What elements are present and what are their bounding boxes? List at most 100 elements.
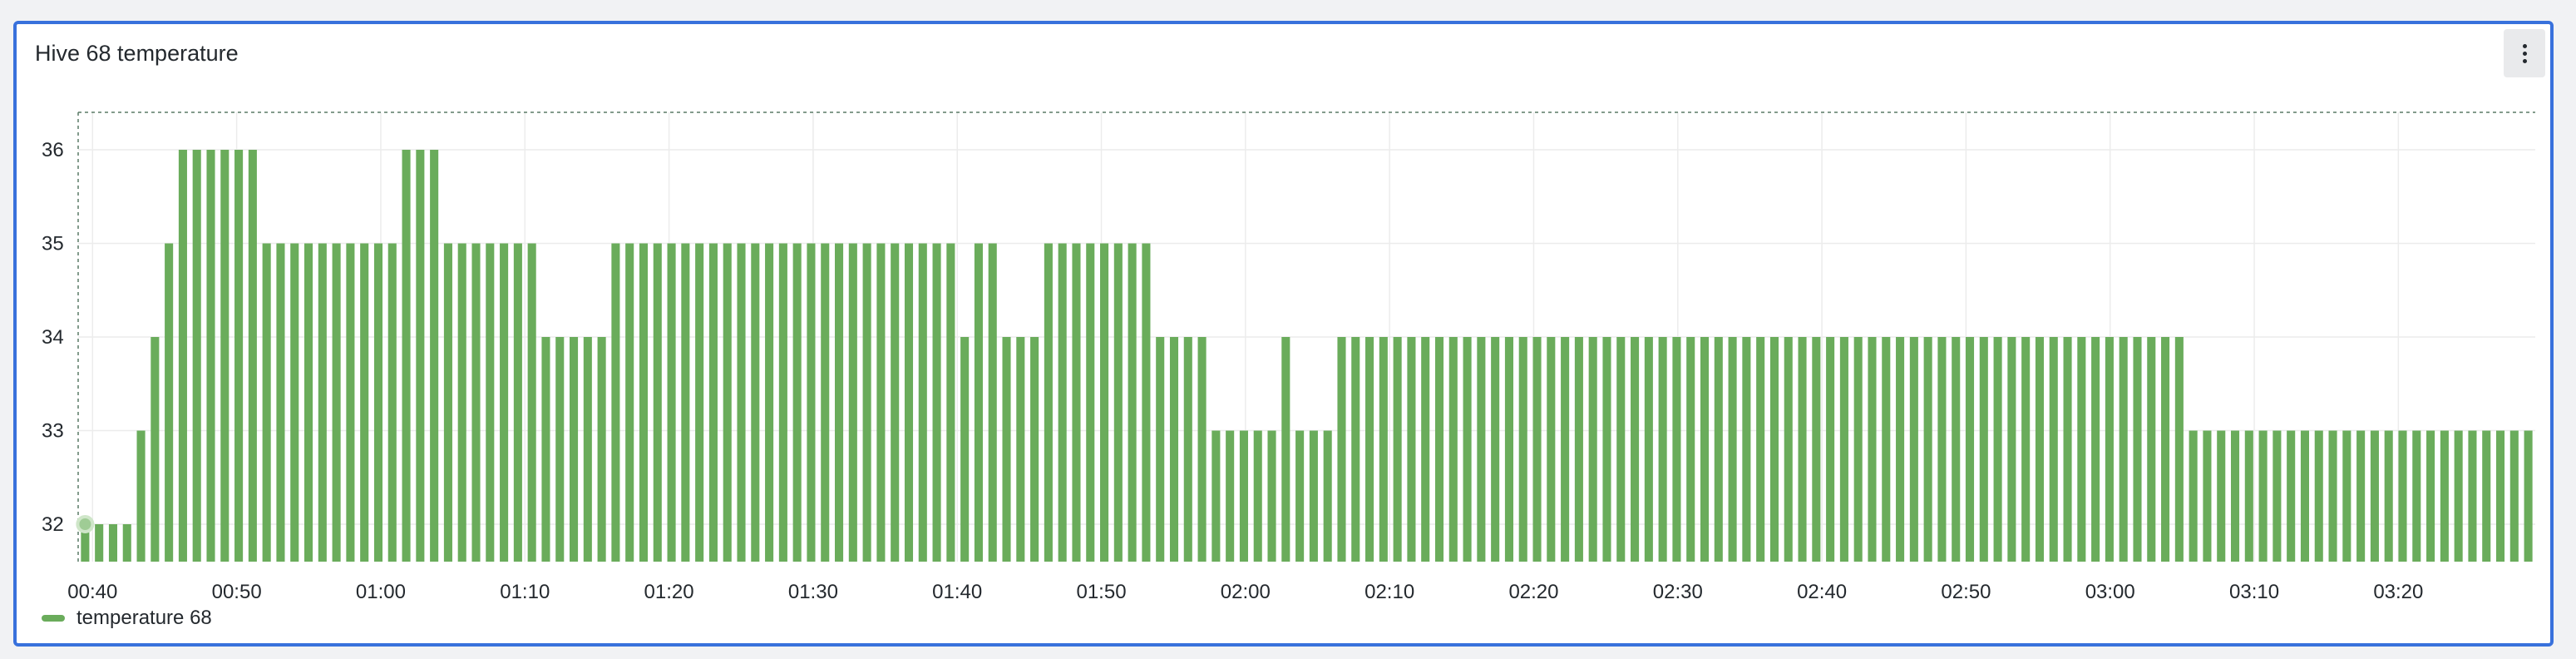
chart-bar: [513, 243, 522, 562]
x-tick-label: 02:40: [1797, 581, 1847, 603]
chart-bar: [723, 243, 732, 562]
x-tick-label: 02:30: [1653, 581, 1703, 603]
chart-bar: [792, 243, 802, 562]
chart-bar: [541, 337, 550, 562]
chart-bar: [290, 243, 299, 562]
chart-bar: [1839, 337, 1848, 562]
chart-bar: [1100, 243, 1109, 562]
chart-bar: [2258, 430, 2268, 562]
chart-bar: [1769, 337, 1779, 562]
chart-bar: [2454, 430, 2463, 562]
chart-bar: [1267, 430, 1276, 562]
chart-bar: [695, 243, 704, 562]
chart-bar: [1993, 337, 2002, 562]
chart-bar: [1756, 337, 1765, 562]
chart-bar: [960, 337, 970, 562]
chart-bar: [2509, 430, 2519, 562]
y-tick-label: 33: [42, 420, 64, 443]
x-tick-label: 02:20: [1508, 581, 1558, 603]
chart-bar: [1058, 243, 1067, 562]
chart-bar: [765, 243, 774, 562]
chart-bar: [848, 243, 857, 562]
chart-bar: [876, 243, 886, 562]
chart-bar: [974, 243, 983, 562]
chart-bar: [2314, 430, 2323, 562]
chart-bar: [1295, 430, 1305, 562]
chart-bar: [1979, 337, 1988, 562]
legend[interactable]: temperature 68: [42, 607, 212, 630]
chart-bar: [1128, 243, 1137, 562]
chart-bar: [318, 243, 327, 562]
chart-bar: [1588, 337, 1597, 562]
chart-bar: [2189, 430, 2198, 562]
chart-bar: [2287, 430, 2296, 562]
chart-bar: [1477, 337, 1486, 562]
chart-bar: [2398, 430, 2407, 562]
chart-bar: [1142, 243, 1151, 562]
chart-bar: [1253, 430, 1262, 562]
legend-label: temperature 68: [76, 607, 212, 629]
x-tick-label: 02:00: [1221, 581, 1271, 603]
x-tick-label: 02:10: [1364, 581, 1414, 603]
chart-bar: [1379, 337, 1388, 562]
y-tick-label: 35: [42, 233, 64, 255]
chart-bar: [2049, 337, 2058, 562]
panel-menu-button[interactable]: [2504, 29, 2545, 77]
chart-bar: [1784, 337, 1793, 562]
chart-panel: Hive 68 temperature 32 33 34 35 36 00:40 00:50…: [13, 21, 2554, 647]
chart-bar: [904, 243, 914, 562]
chart-bar: [2342, 430, 2351, 562]
panel-title: Hive 68 temperature: [35, 41, 239, 66]
chart-bar: [1700, 337, 1710, 562]
chart-bar: [1742, 337, 1751, 562]
chart-bar: [1156, 337, 1165, 562]
chart-bar: [1281, 337, 1290, 562]
chart-bar: [1631, 337, 1640, 562]
chart-bar: [1016, 337, 1025, 562]
x-tick-label: 01:00: [356, 581, 406, 603]
chart-bar: [946, 243, 955, 562]
chart-bar: [653, 243, 662, 562]
x-tick-label: 01:40: [932, 581, 982, 603]
chart-bar: [471, 243, 481, 562]
chart-bar: [1086, 243, 1095, 562]
x-tick-label: 01:50: [1076, 581, 1126, 603]
chart-bar: [206, 150, 215, 562]
chart-bar: [2426, 430, 2435, 562]
chart-bar: [583, 337, 592, 562]
x-tick-label: 00:50: [212, 581, 262, 603]
chart-bar: [667, 243, 676, 562]
chart-bar: [2091, 337, 2100, 562]
chart-bar: [1197, 337, 1207, 562]
chart-bar: [1226, 430, 1235, 562]
chart-bar: [555, 337, 565, 562]
chart-bar: [1365, 337, 1374, 562]
chart-bar: [1463, 337, 1472, 562]
panel-header: Hive 68 temperature: [17, 24, 2550, 79]
chart-bar: [443, 243, 452, 562]
chart-bar: [303, 243, 313, 562]
chart-bar: [932, 243, 941, 562]
chart-bar: [2468, 430, 2477, 562]
chart-bar: [486, 243, 495, 562]
chart-bar: [988, 243, 997, 562]
chart-bar: [1351, 337, 1360, 562]
chart-bar: [2524, 430, 2533, 562]
chart-bar: [1923, 337, 1932, 562]
chart-bar: [2007, 337, 2016, 562]
chart-bar: [737, 243, 746, 562]
chart-bar: [136, 430, 146, 562]
chart-bar: [151, 337, 160, 562]
chart-bar: [2035, 337, 2044, 562]
chart-bar: [1868, 337, 1877, 562]
y-tick-label: 34: [42, 326, 64, 349]
chart-bar: [1407, 337, 1416, 562]
x-tick-label: 03:20: [2373, 581, 2423, 603]
chart-bar: [1169, 337, 1179, 562]
chart-bar: [500, 243, 509, 562]
chart-bar: [1002, 337, 1011, 562]
chart-bar: [373, 243, 383, 562]
chart-bar: [2230, 430, 2240, 562]
chart-bar: [2244, 430, 2253, 562]
x-tick-label: 02:50: [1941, 581, 1991, 603]
